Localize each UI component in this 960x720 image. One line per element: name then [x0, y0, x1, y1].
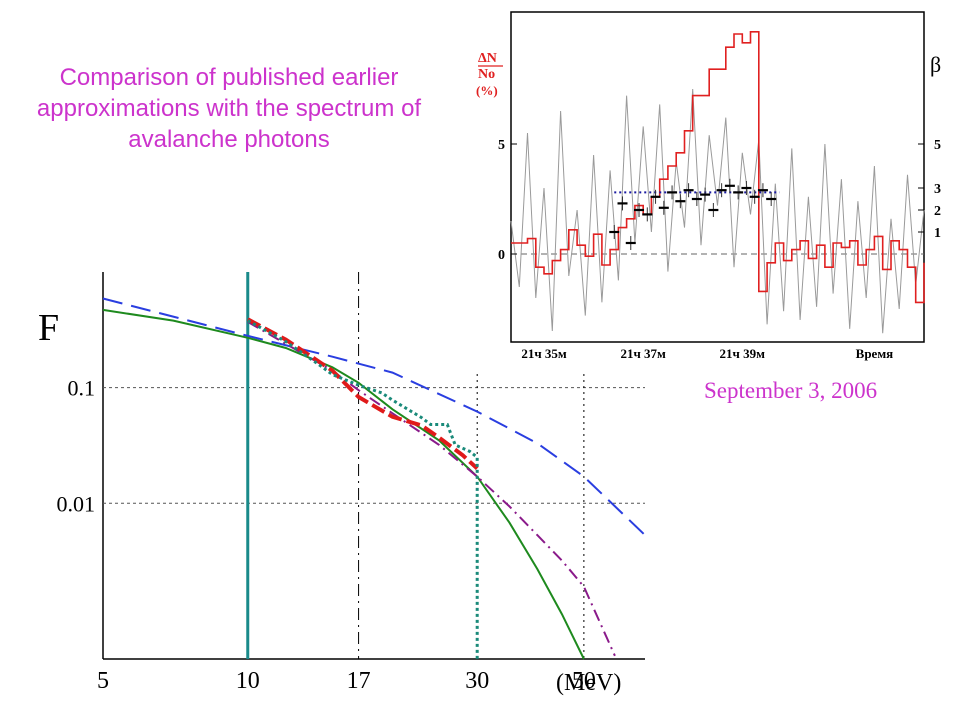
spectrum-series	[102, 297, 646, 660]
inset-x-tick-label: Время	[856, 346, 894, 361]
inset-y-label-bottom: No	[478, 67, 495, 82]
spectrum-x-tick-label: 30	[465, 668, 489, 694]
date-caption: September 3, 2006	[704, 378, 878, 403]
inset-background	[474, 0, 960, 370]
spectrum-series-line-4	[246, 317, 479, 470]
spectrum-series-line-2	[102, 308, 585, 660]
inset-right-tick-label: 3	[934, 182, 941, 197]
inset-left-tick-label: 0	[498, 248, 505, 263]
inset-x-tick-label: 21ч 35м	[521, 346, 567, 361]
inset-plot-frame	[510, 11, 925, 343]
inset-right-tick-label: 1	[934, 226, 941, 241]
spectrum-y-axis-label: F	[38, 307, 59, 349]
spectrum-x-unit-label: (MeV)	[556, 670, 621, 696]
inset-frame	[510, 11, 925, 343]
spectrum-x-tick-label: 10	[236, 668, 260, 694]
inset-tick-labels: 0 5 1 2 3 5 21ч 35м 21ч 37м 21ч 39м Время	[498, 138, 941, 361]
spectrum-x-tick-label: 50	[572, 668, 596, 694]
inset-series	[510, 31, 925, 334]
inset-left-tick-label: 5	[498, 138, 505, 153]
inset-x-tick-label: 21ч 39м	[720, 346, 766, 361]
inset-y-label-unit: (%)	[476, 83, 498, 98]
inset-right-tick-label: 5	[934, 138, 941, 153]
spectrum-series-line-1	[102, 297, 646, 536]
spectrum-tick-labels: 0.1 0.01 5 10 17 30 50	[57, 376, 596, 694]
inset-step-series	[511, 31, 925, 304]
inset-y-label-top: ΔN	[478, 51, 497, 66]
inset-x-tick-label: 21ч 37м	[620, 346, 666, 361]
spectrum-x-tick-label: 17	[347, 668, 371, 694]
spectrum-y-tick-label: 0.01	[57, 491, 96, 516]
spectrum-axes	[102, 272, 645, 660]
inset-right-tick-label: 2	[934, 204, 941, 219]
inset-y-label-right: β	[930, 52, 941, 77]
spectrum-x-tick-label: 5	[97, 668, 109, 694]
spectrum-gridlines	[103, 387, 645, 504]
spectrum-series-line-5	[247, 319, 479, 659]
spectrum-y-tick-label: 0.1	[68, 376, 96, 401]
slide-title: Comparison of published earlier approxim…	[36, 64, 422, 153]
